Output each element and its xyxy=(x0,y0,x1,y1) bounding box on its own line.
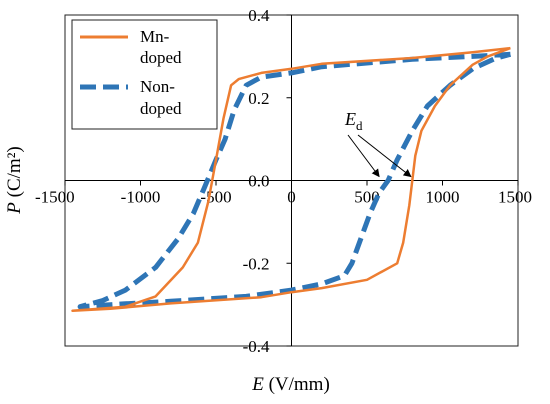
y-tick-label: 0.0 xyxy=(248,172,269,191)
x-tick-label: -1000 xyxy=(121,188,161,207)
x-tick-label: 1000 xyxy=(426,188,460,207)
y-tick-label: 0.4 xyxy=(248,6,270,25)
series-line-mn-doped xyxy=(71,46,511,313)
annotation-ed: Ed xyxy=(344,109,412,178)
legend-label-mn-doped: Mn- xyxy=(140,27,170,46)
annotation-arrow-2 xyxy=(357,134,412,178)
x-tick-label: -1500 xyxy=(35,188,75,207)
x-axis-title: E (V/mm) xyxy=(251,374,330,395)
x-tick-label: 0 xyxy=(287,188,296,207)
annotation-label: Ed xyxy=(344,109,363,133)
legend: Mn- doped Non- doped xyxy=(71,19,218,130)
y-tick-label: -0.4 xyxy=(243,337,270,356)
y-tick-label: 0.2 xyxy=(248,89,269,108)
legend-label-non-doped: Non- xyxy=(140,77,175,96)
x-tick-label: 1500 xyxy=(498,188,532,207)
legend-label-mn-doped-line2: doped xyxy=(140,48,182,67)
y-tick-label: -0.2 xyxy=(243,254,270,273)
series-layer xyxy=(71,46,512,313)
annotation-arrow-1 xyxy=(347,134,380,178)
y-axis-title: P (C/m²) xyxy=(4,146,25,214)
legend-label-non-doped-line2: doped xyxy=(140,99,182,118)
series-line-non-doped xyxy=(77,51,512,310)
